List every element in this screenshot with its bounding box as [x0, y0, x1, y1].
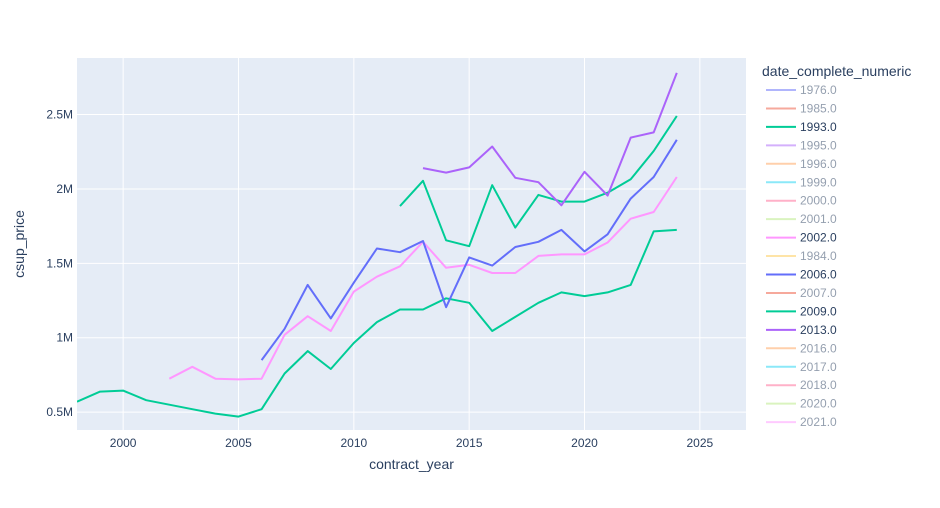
- legend-label: 1999.0: [800, 175, 837, 189]
- y-axis-title: csup_price: [11, 210, 27, 278]
- legend-item[interactable]: 2007.0: [766, 286, 837, 300]
- legend-label: 2017.0: [800, 360, 837, 374]
- series-lines: [77, 72, 678, 418]
- legend-item[interactable]: 1993.0: [766, 120, 837, 134]
- legend-label: 2018.0: [800, 378, 837, 392]
- legend-item[interactable]: 2021.0: [766, 415, 837, 429]
- series-line-1993-0: [77, 228, 677, 418]
- legend-title: date_complete_numeric: [762, 63, 911, 79]
- series-line-2009-0: [399, 115, 678, 248]
- legend-label: 2002.0: [800, 231, 837, 245]
- legend-label: 1996.0: [800, 157, 837, 171]
- legend-label: 1993.0: [800, 120, 837, 134]
- legend-label: 2000.0: [800, 194, 837, 208]
- y-tick-label: 1.5M: [46, 256, 73, 270]
- grid-lines: [77, 58, 746, 430]
- legend-item[interactable]: 2009.0: [766, 304, 837, 318]
- legend-label: 1976.0: [800, 83, 837, 97]
- legend-label: 2013.0: [800, 323, 837, 337]
- x-tick-label: 2005: [225, 436, 252, 450]
- y-tick-label: 2.5M: [46, 108, 73, 122]
- legend-item[interactable]: 2006.0: [766, 268, 837, 282]
- legend-item[interactable]: 1985.0: [766, 101, 837, 115]
- legend-label: 2021.0: [800, 415, 837, 429]
- legend-item[interactable]: 2017.0: [766, 360, 837, 374]
- legend-item[interactable]: 1999.0: [766, 175, 837, 189]
- legend-item[interactable]: 2013.0: [766, 323, 837, 337]
- legend-label: 1984.0: [800, 249, 837, 263]
- x-axis-ticks: 2000 2005 2010 2015 2020 2025: [110, 436, 714, 450]
- legend-item[interactable]: 1976.0: [766, 83, 837, 97]
- legend-label: 1985.0: [800, 101, 837, 115]
- legend-item[interactable]: 1995.0: [766, 138, 837, 152]
- x-tick-label: 2015: [456, 436, 483, 450]
- series-line-2013-0: [422, 72, 678, 207]
- y-tick-label: 1M: [56, 331, 73, 345]
- legend-item[interactable]: 1996.0: [766, 157, 837, 171]
- legend-label: 2007.0: [800, 286, 837, 300]
- legend-item[interactable]: 2020.0: [766, 397, 837, 411]
- series-line-2006-0: [260, 139, 678, 361]
- x-axis-title: contract_year: [369, 456, 454, 472]
- legend-label: 2001.0: [800, 212, 837, 226]
- legend-label: 2020.0: [800, 397, 837, 411]
- legend-item[interactable]: 2002.0: [766, 231, 837, 245]
- x-tick-label: 2010: [340, 436, 367, 450]
- legend-item[interactable]: 1984.0: [766, 249, 837, 263]
- legend-label: 1995.0: [800, 138, 837, 152]
- legend[interactable]: date_complete_numeric 1976.0 1985.0 1993.0…: [762, 63, 911, 429]
- legend-label: 2006.0: [800, 268, 837, 282]
- legend-label: 2009.0: [800, 304, 837, 318]
- legend-item[interactable]: 2018.0: [766, 378, 837, 392]
- legend-item[interactable]: 2016.0: [766, 341, 837, 355]
- y-tick-label: 2M: [56, 182, 73, 196]
- y-tick-label: 0.5M: [46, 405, 73, 419]
- y-axis-ticks: 0.5M 1M 1.5M 2M 2.5M: [46, 108, 73, 420]
- x-tick-label: 2020: [571, 436, 598, 450]
- legend-item[interactable]: 2000.0: [766, 194, 837, 208]
- legend-item[interactable]: 2001.0: [766, 212, 837, 226]
- x-tick-label: 2000: [110, 436, 137, 450]
- legend-label: 2016.0: [800, 341, 837, 355]
- x-tick-label: 2025: [687, 436, 714, 450]
